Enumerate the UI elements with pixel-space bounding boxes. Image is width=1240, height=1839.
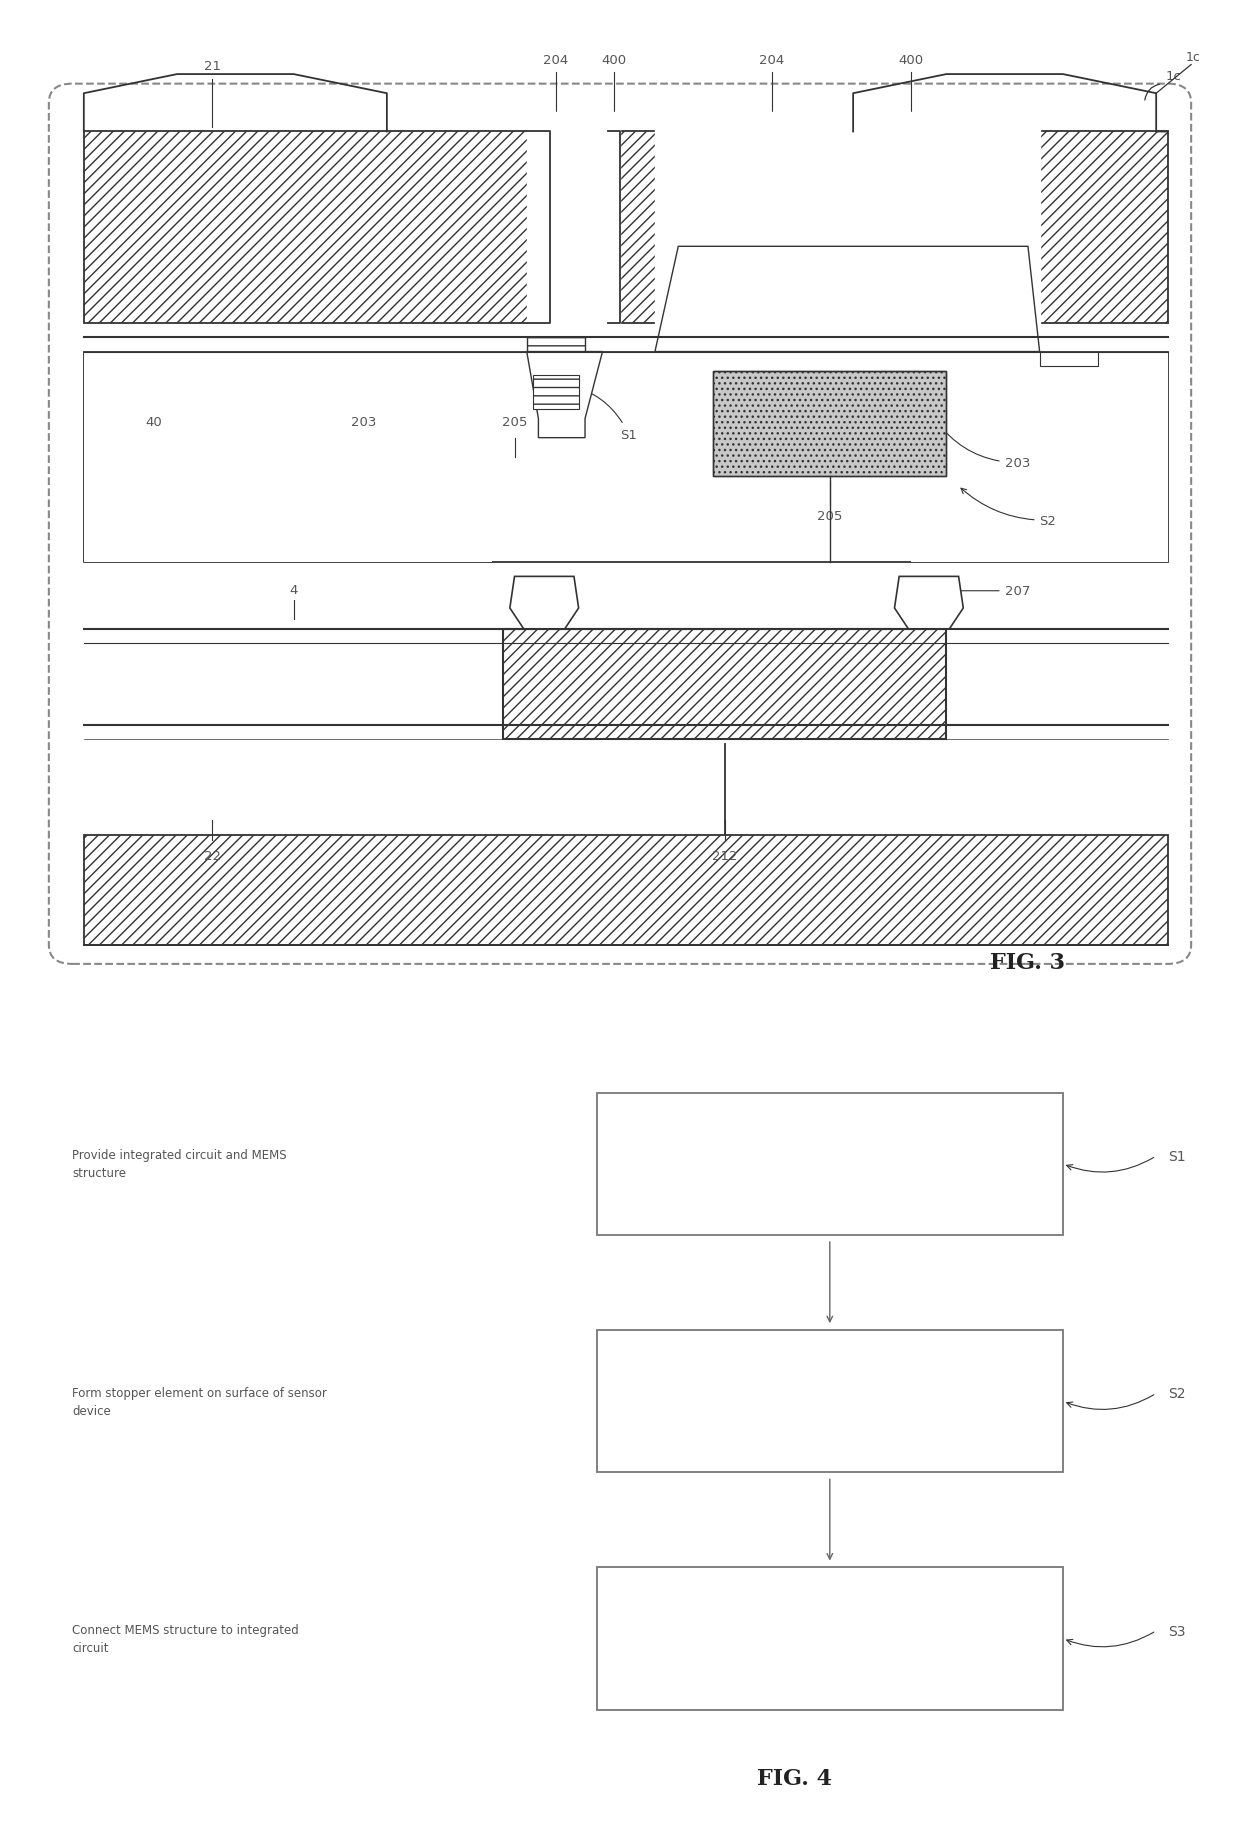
- Polygon shape: [510, 577, 579, 629]
- Bar: [1039, 353, 1097, 366]
- Bar: [503, 629, 946, 739]
- Bar: [596, 1567, 1063, 1710]
- Text: S3: S3: [1168, 1624, 1185, 1639]
- Text: 204: 204: [759, 55, 784, 68]
- Text: 21: 21: [203, 61, 221, 74]
- Bar: [596, 1330, 1063, 1473]
- Polygon shape: [655, 246, 1039, 353]
- Bar: [527, 338, 585, 353]
- Text: S2: S2: [1168, 1387, 1185, 1401]
- Bar: [84, 353, 492, 563]
- Polygon shape: [894, 577, 963, 629]
- Text: 205: 205: [817, 509, 842, 522]
- Bar: [84, 132, 1168, 324]
- Text: S1: S1: [1168, 1149, 1185, 1164]
- Polygon shape: [527, 353, 603, 438]
- Text: 204: 204: [543, 55, 568, 68]
- Bar: [713, 371, 946, 476]
- Text: Provide integrated circuit and MEMS
structure: Provide integrated circuit and MEMS stru…: [72, 1149, 286, 1181]
- Bar: [533, 377, 579, 410]
- Bar: [911, 353, 1168, 563]
- Text: 1c: 1c: [1166, 70, 1182, 83]
- Text: 4: 4: [289, 583, 298, 596]
- FancyBboxPatch shape: [48, 85, 1192, 964]
- Text: 203: 203: [351, 416, 376, 428]
- Text: 40: 40: [145, 416, 162, 428]
- Bar: [713, 371, 946, 476]
- Text: 207: 207: [932, 585, 1030, 598]
- Text: 205: 205: [502, 416, 528, 428]
- Text: 203: 203: [937, 423, 1030, 471]
- Bar: [84, 835, 1168, 945]
- Text: 400: 400: [601, 55, 626, 68]
- Text: 1c: 1c: [1185, 50, 1200, 64]
- Text: Connect MEMS structure to integrated
circuit: Connect MEMS structure to integrated cir…: [72, 1624, 299, 1655]
- Text: FIG. 3: FIG. 3: [991, 953, 1065, 975]
- Text: FIG. 4: FIG. 4: [758, 1767, 832, 1789]
- Text: 212: 212: [712, 850, 738, 862]
- Bar: [84, 353, 1168, 563]
- Text: 22: 22: [203, 850, 221, 862]
- Text: S1: S1: [572, 386, 637, 441]
- Text: 400: 400: [899, 55, 924, 68]
- Text: Form stopper element on surface of sensor
device: Form stopper element on surface of senso…: [72, 1387, 327, 1418]
- Bar: [596, 1092, 1063, 1236]
- Text: S2: S2: [961, 489, 1056, 528]
